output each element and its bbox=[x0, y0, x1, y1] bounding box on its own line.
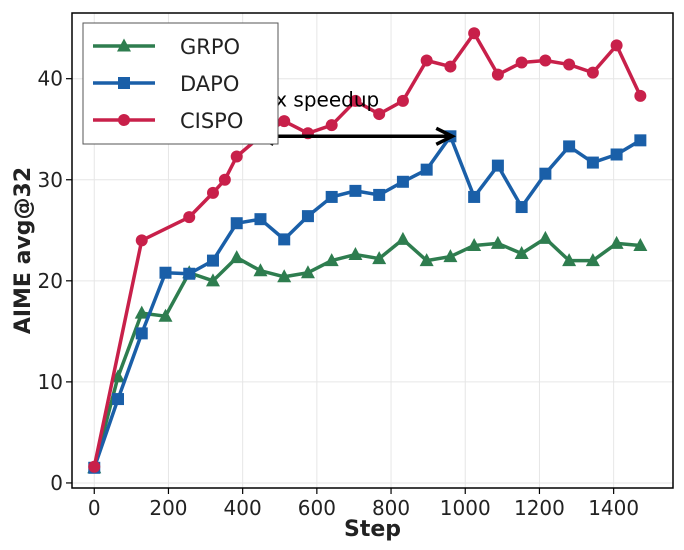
x-tick-label: 400 bbox=[224, 496, 262, 520]
data-point-cispo bbox=[325, 119, 338, 132]
data-point-cispo bbox=[373, 108, 386, 121]
data-point-dapo bbox=[301, 210, 314, 223]
data-point-cispo bbox=[515, 56, 528, 69]
legend-marker-grpo bbox=[117, 38, 131, 52]
data-point-dapo bbox=[610, 148, 623, 161]
data-point-grpo bbox=[490, 235, 505, 249]
data-point-cispo bbox=[206, 186, 219, 199]
x-tick-label: 0 bbox=[88, 496, 101, 520]
data-point-cispo bbox=[491, 68, 504, 81]
data-point-dapo bbox=[373, 188, 386, 201]
data-point-cispo bbox=[539, 54, 552, 67]
data-point-cispo bbox=[88, 460, 101, 473]
data-point-dapo bbox=[112, 393, 125, 406]
data-point-grpo bbox=[348, 247, 363, 261]
data-point-dapo bbox=[230, 217, 243, 230]
data-point-grpo bbox=[253, 263, 268, 277]
y-axis-title: AIME avg@32 bbox=[11, 167, 36, 334]
data-point-cispo bbox=[468, 27, 481, 40]
data-point-grpo bbox=[562, 253, 577, 267]
speedup-arrowhead-right bbox=[435, 126, 457, 146]
y-tick-label: 30 bbox=[38, 168, 63, 192]
x-tick-label: 600 bbox=[298, 496, 336, 520]
data-point-dapo bbox=[278, 233, 291, 246]
data-point-cispo bbox=[218, 173, 231, 186]
data-point-grpo bbox=[205, 273, 220, 287]
data-point-grpo bbox=[538, 230, 553, 244]
data-point-grpo bbox=[633, 237, 648, 251]
data-point-cispo bbox=[444, 60, 457, 73]
series-line-dapo bbox=[92, 134, 642, 469]
data-point-grpo bbox=[229, 250, 244, 264]
data-point-dapo bbox=[183, 267, 196, 280]
data-point-dapo bbox=[563, 140, 576, 153]
series-grpo bbox=[87, 230, 648, 474]
y-tick-label: 0 bbox=[50, 471, 63, 495]
legend: GRPO DAPO CISPO bbox=[82, 22, 279, 145]
data-point-cispo bbox=[586, 66, 599, 79]
data-point-dapo bbox=[135, 327, 148, 340]
legend-marker-cispo bbox=[118, 114, 130, 126]
legend-label-cispo: CISPO bbox=[180, 109, 243, 133]
series-layer bbox=[87, 27, 648, 474]
legend-item-grpo: GRPO bbox=[93, 35, 240, 59]
data-point-grpo bbox=[467, 237, 482, 251]
data-point-grpo bbox=[514, 246, 529, 260]
y-tick-label: 40 bbox=[38, 67, 63, 91]
data-point-dapo bbox=[396, 175, 409, 188]
data-point-cispo bbox=[396, 94, 409, 107]
data-point-dapo bbox=[491, 159, 504, 172]
data-point-cispo bbox=[634, 89, 647, 102]
plot-frame bbox=[71, 12, 674, 489]
data-point-grpo bbox=[585, 253, 600, 267]
x-axis-title: Step bbox=[344, 517, 401, 542]
x-tick-label: 1200 bbox=[514, 496, 565, 520]
data-point-dapo bbox=[539, 167, 552, 180]
data-point-dapo bbox=[325, 190, 338, 203]
data-point-dapo bbox=[586, 156, 599, 169]
speedup-label: 2x speedup bbox=[262, 87, 379, 111]
y-tick-label: 10 bbox=[38, 370, 63, 394]
data-point-grpo bbox=[111, 369, 126, 383]
data-point-grpo bbox=[277, 269, 292, 283]
data-point-dapo bbox=[159, 266, 172, 279]
data-point-cispo bbox=[230, 150, 243, 163]
data-point-grpo bbox=[609, 235, 624, 249]
legend-label-dapo: DAPO bbox=[180, 72, 239, 96]
x-tick-label: 1000 bbox=[440, 496, 491, 520]
legend-item-dapo: DAPO bbox=[93, 72, 239, 96]
ticks: 0 200 400 600 800 1000 1200 1400 0 10 20 30 40 bbox=[38, 67, 640, 520]
data-point-grpo bbox=[372, 251, 387, 265]
legend-marker-dapo bbox=[118, 77, 130, 89]
data-point-cispo bbox=[183, 211, 196, 224]
data-point-dapo bbox=[349, 184, 362, 197]
data-point-dapo bbox=[206, 254, 219, 267]
data-point-cispo bbox=[563, 58, 576, 71]
data-point-grpo bbox=[300, 265, 315, 279]
data-point-cispo bbox=[610, 39, 623, 52]
data-point-cispo bbox=[278, 115, 291, 128]
data-point-grpo bbox=[443, 249, 458, 263]
data-point-cispo bbox=[420, 54, 433, 67]
data-point-grpo bbox=[134, 305, 149, 319]
series-dapo bbox=[88, 130, 647, 474]
data-point-dapo bbox=[515, 201, 528, 214]
x-tick-label: 800 bbox=[372, 496, 410, 520]
y-tick-label: 20 bbox=[38, 269, 63, 293]
legend-item-cispo: CISPO bbox=[93, 109, 243, 133]
x-tick-label: 1400 bbox=[588, 496, 639, 520]
data-point-cispo bbox=[135, 234, 148, 247]
data-point-grpo bbox=[395, 231, 410, 245]
data-point-grpo bbox=[324, 253, 339, 267]
legend-label-grpo: GRPO bbox=[180, 35, 240, 59]
data-point-grpo bbox=[419, 253, 434, 267]
data-point-dapo bbox=[420, 163, 433, 176]
data-point-grpo bbox=[158, 308, 173, 322]
data-point-cispo bbox=[349, 94, 362, 107]
data-point-dapo bbox=[634, 134, 647, 147]
data-point-dapo bbox=[468, 190, 481, 203]
x-tick-label: 200 bbox=[149, 496, 187, 520]
data-point-dapo bbox=[254, 213, 267, 226]
